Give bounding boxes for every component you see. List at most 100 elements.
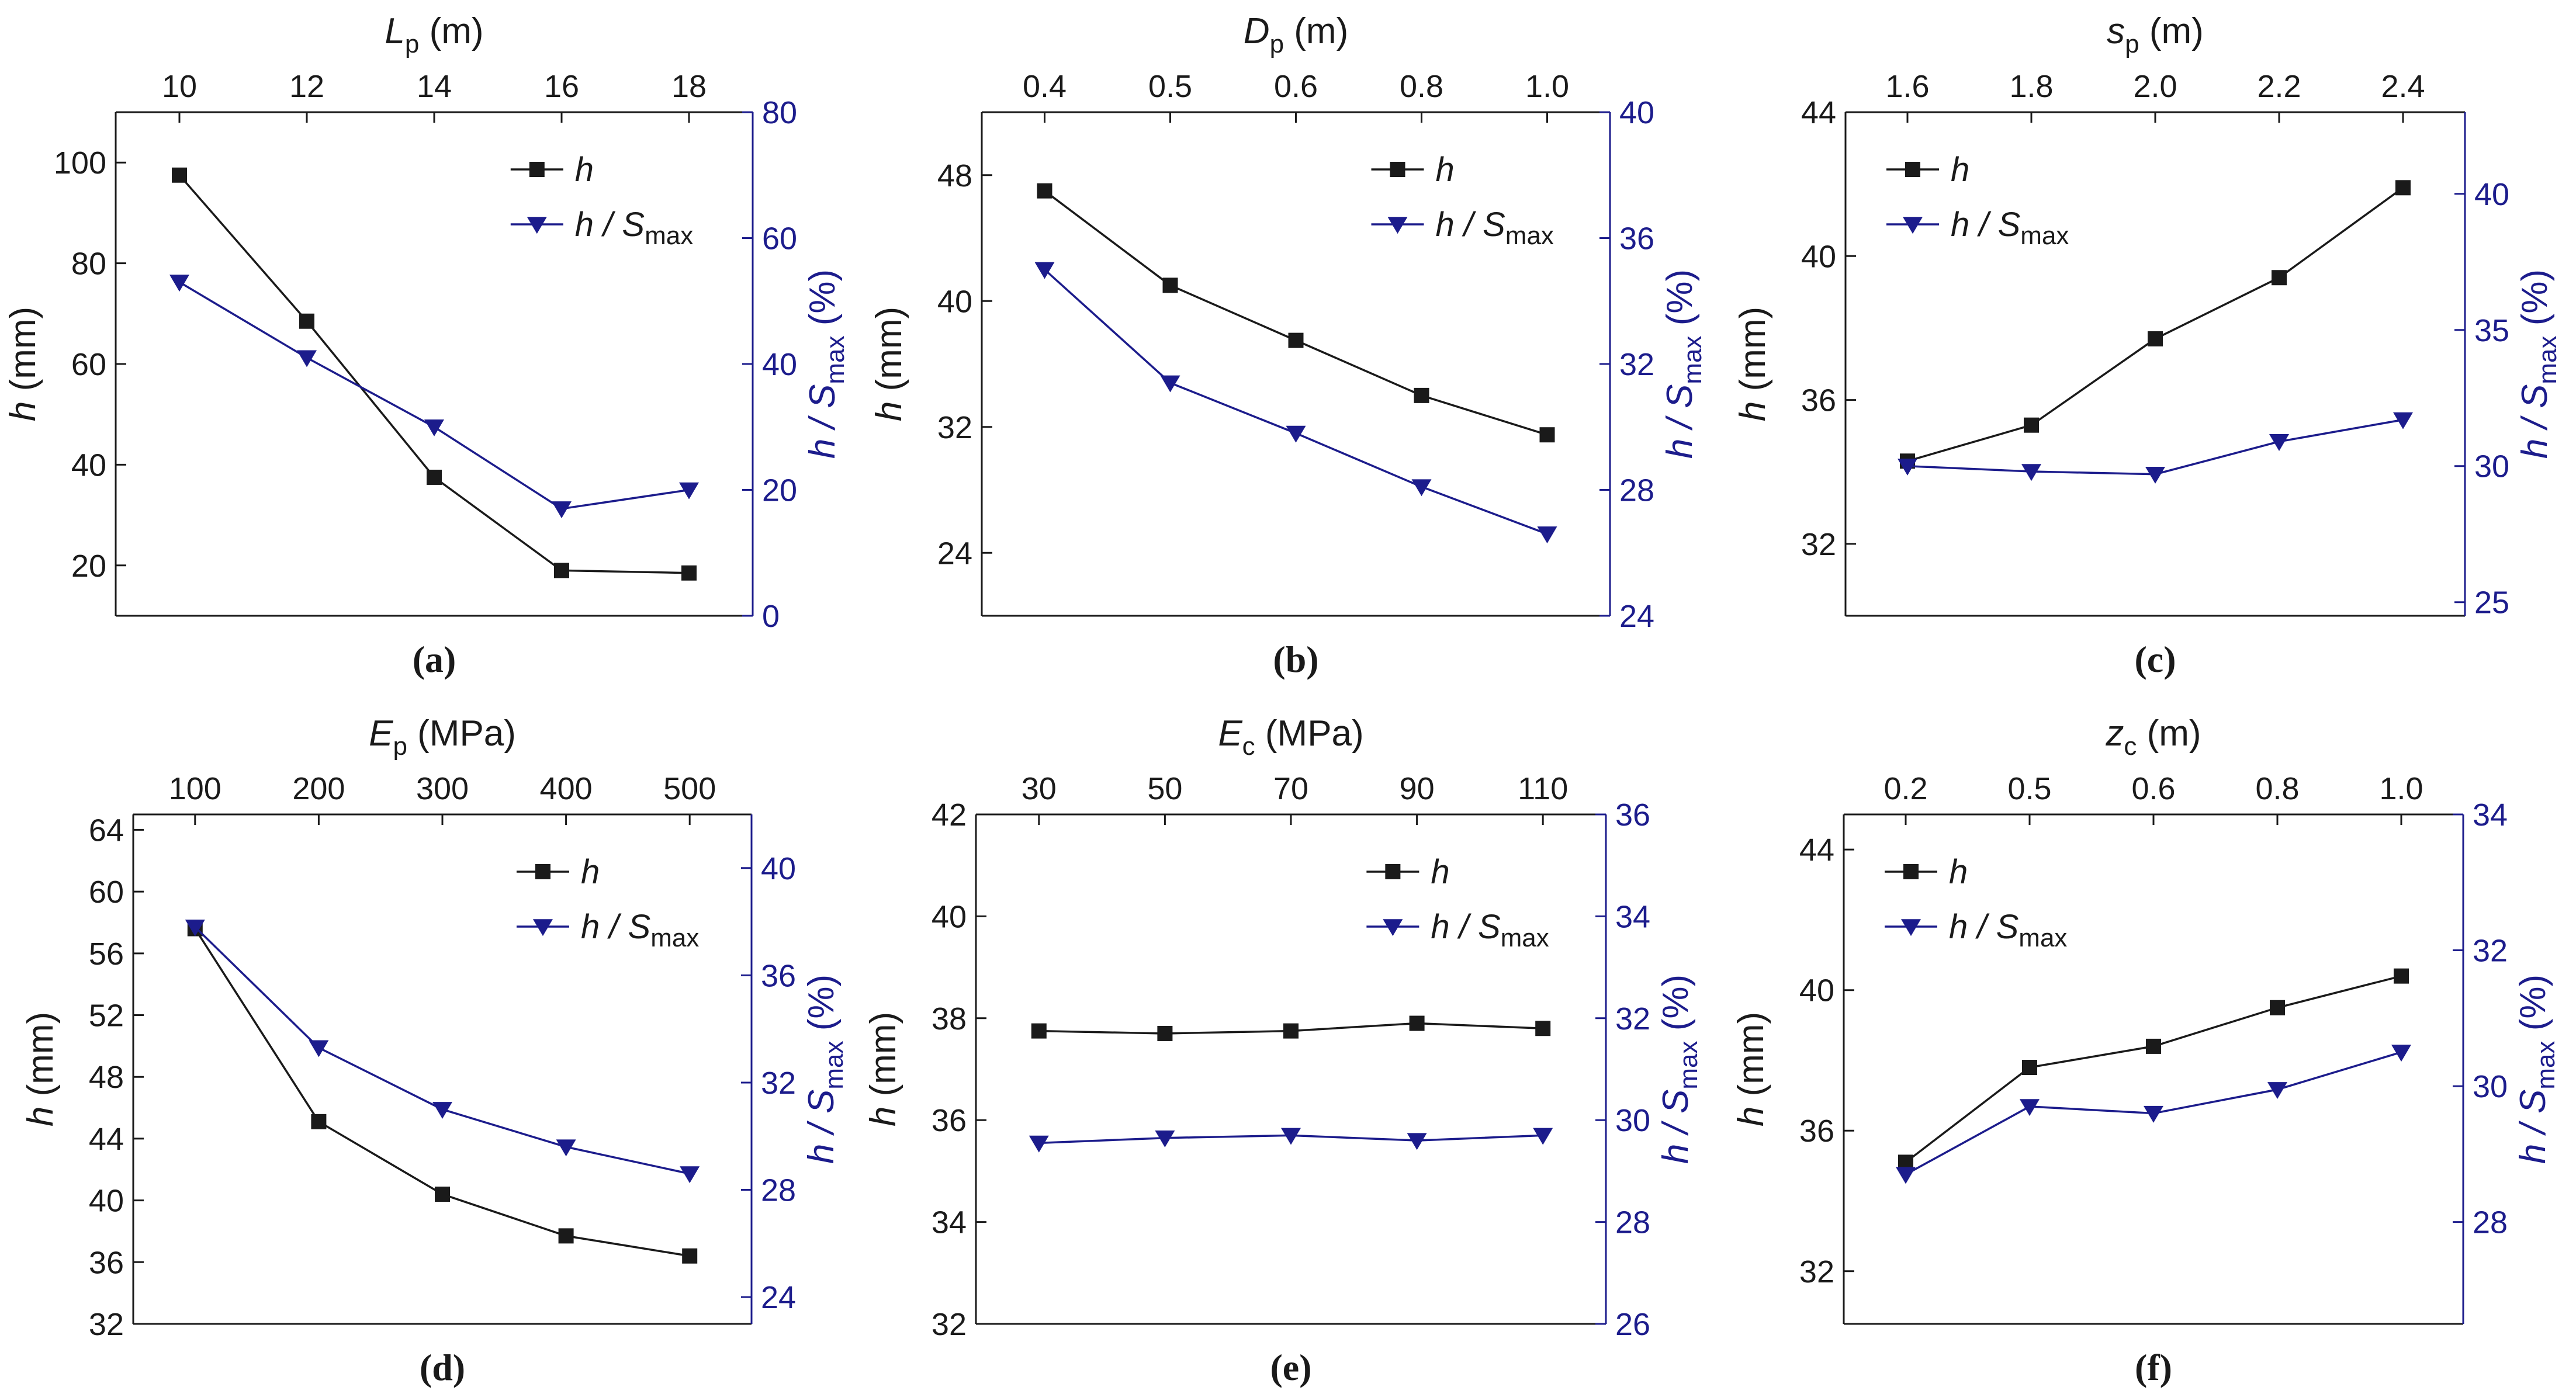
point-h (2394, 968, 2409, 984)
left-axis-title: h (mm) (3, 307, 43, 421)
point-ratio (1029, 1135, 1049, 1153)
point-ratio (1160, 375, 1180, 393)
top-tick-label: 1.0 (1525, 69, 1569, 104)
legend-h-marker (1903, 864, 1919, 879)
right-tick-label: 34 (2473, 797, 2508, 833)
panel-label: (d) (420, 1347, 465, 1388)
top-tick-label: 0.5 (1148, 69, 1192, 104)
legend-h-label: h (1436, 151, 1455, 189)
point-h (1157, 1025, 1173, 1041)
panel-b: 0.4 0.5 0.6 0.8 1.0 Dp (m) 24 32 40 48 24 28 32 36 40 h… (869, 11, 1707, 680)
left-tick-label: 44 (1799, 833, 1834, 868)
point-h (1031, 1023, 1047, 1039)
left-axis-title: h (mm) (863, 1012, 903, 1126)
right-tick-label: 40 (1619, 95, 1654, 130)
legend-h-label: h (575, 151, 594, 189)
point-ratio (679, 482, 699, 500)
point-ratio (2269, 434, 2289, 451)
right-axis-title: h / Smax (%) (802, 269, 850, 459)
right-tick-label: 25 (2474, 585, 2509, 620)
point-ratio (424, 419, 444, 436)
point-ratio (1155, 1130, 1175, 1147)
point-h (435, 1187, 450, 1202)
legend-h-marker (529, 162, 545, 177)
top-tick-label: 0.8 (1400, 69, 1443, 104)
top-tick-label: 10 (162, 69, 197, 104)
legend: h h / Smax (1886, 151, 2069, 250)
left-tick-label: 24 (937, 536, 972, 571)
right-axis-title: h / Smax (%) (1656, 975, 1703, 1164)
left-tick-label: 40 (89, 1184, 124, 1219)
right-tick-label: 24 (1619, 599, 1654, 634)
left-axis-title: h (mm) (1731, 1012, 1771, 1126)
top-axis-title: sp (m) (2107, 11, 2204, 58)
left-tick-label: 100 (54, 145, 106, 181)
legend-h-marker (1390, 162, 1405, 177)
panel-f: 0.2 0.5 0.6 0.8 1.0 zc (m) 32 36 40 44 28 30 32 34 h (… (1731, 713, 2560, 1388)
legend-h-marker (1905, 162, 1920, 177)
left-tick-label: 40 (937, 284, 972, 319)
top-tick-label: 0.6 (2131, 771, 2175, 806)
point-h (2024, 417, 2039, 433)
top-tick-label: 30 (1022, 771, 1057, 806)
point-ratio (297, 350, 317, 367)
right-tick-label: 80 (762, 95, 797, 130)
panel-label: (a) (413, 639, 456, 680)
point-ratio (2267, 1082, 2287, 1100)
top-tick-label: 0.6 (1274, 69, 1318, 104)
series-ratio-line (1907, 418, 2404, 476)
right-tick-label: 35 (2474, 313, 2509, 348)
top-tick-label: 100 (169, 771, 221, 806)
right-tick-label: 36 (761, 958, 796, 993)
legend-h-label: h (581, 853, 600, 891)
point-h (1283, 1023, 1299, 1039)
point-ratio (1034, 262, 1055, 279)
left-tick-label: 40 (932, 899, 967, 934)
right-tick-label: 34 (1615, 899, 1650, 934)
point-h (681, 565, 697, 581)
point-ratio (309, 1040, 329, 1057)
legend-h-marker (1385, 864, 1401, 879)
top-tick-label: 0.2 (1883, 771, 1927, 806)
point-ratio (2021, 464, 2041, 481)
legend-h-label: h (1949, 853, 1968, 891)
point-h (1535, 1021, 1551, 1036)
left-tick-label: 64 (89, 813, 124, 848)
point-h (1414, 387, 1429, 403)
point-h (1037, 183, 1052, 199)
left-tick-label: 48 (89, 1060, 124, 1095)
right-axis-title: h / Smax (%) (2515, 269, 2562, 459)
point-h (2146, 1038, 2161, 1054)
right-tick-label: 24 (761, 1280, 796, 1315)
point-h (2270, 1000, 2285, 1015)
top-tick-label: 300 (416, 771, 469, 806)
top-tick-label: 110 (1518, 771, 1568, 806)
left-tick-label: 36 (1801, 383, 1836, 418)
legend-ratio-marker (1383, 919, 1403, 937)
right-tick-label: 28 (1619, 473, 1654, 508)
panel-a: 10 12 14 16 18 Lp (m) 20 40 60 80 100 0 20 40 60 80 h (m… (3, 11, 850, 680)
right-tick-label: 36 (1615, 797, 1650, 833)
left-axis-title: h (mm) (869, 307, 909, 421)
right-tick-label: 60 (762, 221, 797, 256)
top-tick-label: 90 (1400, 771, 1435, 806)
left-tick-label: 32 (1799, 1254, 1834, 1289)
left-tick-label: 80 (71, 247, 106, 282)
left-axis-title: h (mm) (20, 1012, 61, 1126)
point-ratio (1898, 458, 1917, 476)
top-tick-label: 2.4 (2381, 69, 2425, 104)
left-tick-label: 20 (71, 549, 106, 584)
top-tick-label: 0.8 (2255, 771, 2299, 806)
right-tick-label: 30 (2473, 1069, 2508, 1104)
point-h (311, 1114, 327, 1129)
point-ratio (185, 920, 205, 937)
top-tick-label: 0.5 (2007, 771, 2051, 806)
top-axis-title: Ec (MPa) (1218, 713, 1363, 761)
point-ratio (556, 1139, 576, 1157)
point-ratio (1896, 1167, 1916, 1184)
panel-c: 1.6 1.8 2.0 2.2 2.4 sp (m) 32 36 40 44 25 30 35 40 h (… (1733, 11, 2562, 680)
point-ratio (432, 1102, 452, 1119)
legend: h h / Smax (516, 853, 699, 952)
legend-ratio-label: h / Smax (575, 206, 693, 250)
point-ratio (1407, 1133, 1427, 1150)
